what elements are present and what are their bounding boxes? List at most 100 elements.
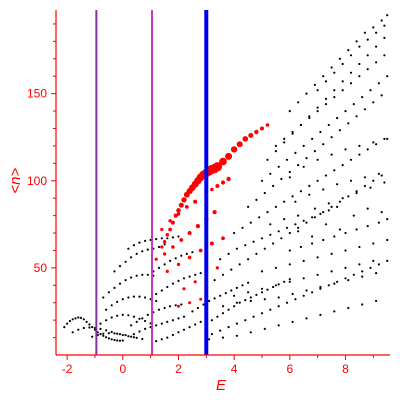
data-point — [341, 80, 344, 83]
data-point — [383, 137, 386, 140]
data-point — [288, 176, 291, 179]
data-point — [173, 213, 178, 218]
data-point — [352, 273, 355, 276]
data-point — [198, 248, 203, 253]
data-point — [135, 320, 138, 323]
series-1 — [154, 123, 270, 308]
data-point — [363, 108, 366, 111]
data-point — [132, 244, 135, 247]
data-point — [311, 235, 314, 238]
data-point — [255, 252, 258, 255]
data-point — [252, 315, 255, 318]
data-point — [372, 101, 375, 104]
data-point — [386, 238, 389, 242]
axes — [55, 10, 390, 356]
data-point — [366, 207, 369, 210]
data-point — [288, 231, 291, 235]
data-point — [113, 270, 116, 273]
data-point — [247, 258, 250, 261]
data-point — [182, 277, 186, 280]
data-point — [377, 221, 380, 224]
data-point — [174, 257, 177, 260]
x-tick-label: 8 — [342, 362, 349, 376]
data-point — [375, 45, 378, 48]
data-point — [171, 236, 174, 239]
data-point — [138, 317, 141, 320]
data-point — [185, 252, 188, 255]
data-point — [294, 223, 297, 226]
data-point — [358, 75, 361, 78]
data-point — [366, 148, 369, 151]
y-tick-label: 50 — [34, 261, 48, 275]
data-point — [272, 242, 275, 245]
data-point — [247, 205, 250, 208]
data-point — [233, 294, 236, 297]
data-point — [277, 296, 280, 299]
data-point — [260, 270, 264, 273]
y-tick-label: 100 — [27, 174, 47, 188]
data-point — [166, 285, 169, 289]
data-point — [260, 179, 264, 182]
data-point — [383, 181, 386, 184]
data-point — [285, 158, 289, 161]
data-point — [313, 150, 316, 153]
data-point — [82, 318, 85, 321]
data-point — [366, 54, 369, 57]
data-point — [124, 260, 127, 263]
data-point — [187, 255, 192, 260]
data-point — [380, 174, 383, 177]
data-point — [366, 225, 369, 228]
data-point — [305, 157, 308, 160]
data-point — [194, 273, 197, 276]
data-point — [118, 333, 122, 336]
data-point — [99, 327, 102, 330]
data-point — [327, 284, 330, 287]
data-point — [352, 214, 355, 217]
data-point — [188, 326, 191, 329]
data-point — [169, 305, 172, 308]
data-point — [227, 326, 230, 329]
data-point — [316, 256, 319, 259]
data-point — [77, 316, 80, 319]
data-point — [102, 334, 105, 337]
data-point — [330, 136, 333, 139]
data-point — [132, 336, 135, 339]
data-point — [386, 218, 389, 221]
data-point — [347, 306, 350, 310]
data-point — [302, 259, 305, 262]
data-point — [182, 287, 186, 291]
data-point — [219, 329, 222, 332]
data-point — [162, 252, 167, 256]
data-point — [349, 54, 353, 57]
data-point — [221, 273, 225, 276]
data-point — [88, 323, 91, 326]
data-point — [113, 332, 116, 335]
data-point — [255, 198, 258, 201]
data-point — [372, 242, 375, 245]
data-point — [157, 245, 161, 249]
data-point — [288, 278, 291, 281]
data-point — [336, 183, 339, 186]
data-point — [336, 280, 339, 283]
data-point — [105, 329, 108, 332]
data-point — [277, 324, 280, 327]
data-point — [302, 219, 305, 222]
data-point — [157, 308, 161, 311]
data-point — [383, 36, 386, 40]
data-point — [269, 308, 272, 311]
data-point — [194, 323, 197, 326]
data-point — [280, 177, 283, 181]
data-point — [171, 333, 174, 337]
data-point — [202, 303, 205, 306]
data-point — [157, 266, 161, 269]
data-point — [288, 280, 291, 283]
data-point — [163, 306, 166, 310]
data-point — [380, 19, 383, 22]
data-point — [121, 298, 124, 301]
data-point — [208, 299, 211, 303]
data-point — [283, 137, 286, 140]
data-point — [99, 322, 102, 325]
data-point — [249, 331, 252, 334]
data-point — [349, 158, 353, 161]
